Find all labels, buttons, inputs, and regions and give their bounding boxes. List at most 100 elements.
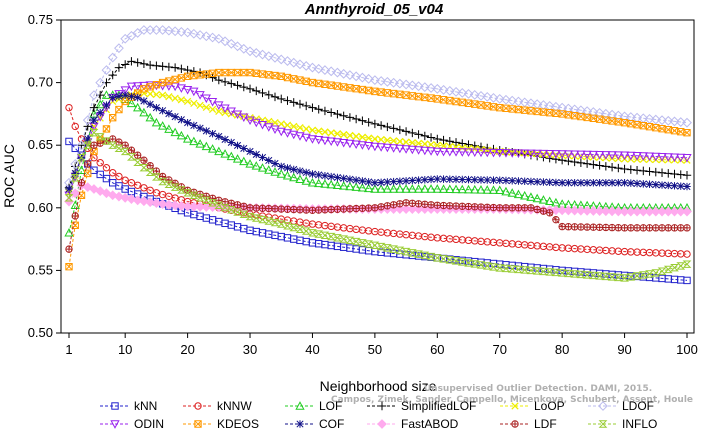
data-point [264,217,274,225]
data-point [376,76,387,86]
data-point [477,176,485,184]
data-point [563,269,573,278]
data-point [575,105,586,116]
data-point [570,223,579,231]
data-point [451,184,461,194]
data-point [182,201,193,212]
data-point [140,85,148,93]
y-tick-label: 0.70 [28,75,53,90]
data-point [377,203,385,211]
data-point [251,118,261,128]
data-point [370,184,380,193]
data-point [682,154,692,163]
data-point [195,91,205,100]
data-point [233,141,242,150]
data-point [226,38,237,49]
data-point [363,183,374,193]
data-point [369,75,380,86]
data-point [626,151,636,161]
x-tick-label: 1 [65,342,72,357]
data-point [339,205,348,213]
data-point [638,271,648,279]
data-point [327,205,335,214]
data-point [432,184,442,193]
data-point [208,105,217,114]
data-point [346,175,354,183]
data-point [102,164,111,172]
data-point [358,204,367,212]
data-point [664,224,672,232]
data-point [582,271,592,279]
data-point [132,195,143,206]
data-point [345,181,355,191]
data-point [333,234,342,242]
data-point [152,90,161,99]
chart-title: Annthyroid_05_v04 [304,1,444,18]
data-point [327,172,335,181]
data-point [139,59,149,69]
data-point [545,178,554,186]
data-point [401,127,411,136]
data-point [83,122,92,131]
data-point [146,100,154,109]
data-point [195,30,205,40]
data-point [382,244,392,252]
data-point [289,223,299,232]
data-point [614,224,623,232]
data-point [433,134,442,144]
data-point [101,188,112,199]
data-point [508,204,516,212]
data-point [95,133,105,141]
data-point [570,270,580,278]
data-point [426,83,436,93]
data-point [82,182,93,193]
data-point [402,177,410,185]
data-point [264,165,274,174]
data-point [414,130,423,139]
data-point [401,145,411,154]
data-point [301,176,311,185]
data-point [414,200,423,208]
data-point [533,205,541,214]
data-point [301,133,311,143]
data-point [620,179,629,187]
data-point [202,70,211,78]
data-point [645,224,654,232]
data-point [127,92,136,101]
data-point [238,43,249,54]
data-point [77,179,86,187]
data-point [563,150,574,159]
data-point [427,201,435,209]
data-point [89,128,99,137]
data-point [489,176,498,184]
data-point [276,220,286,228]
data-point [95,186,106,197]
data-point [308,206,317,214]
data-point [395,246,405,255]
y-axis: 0.50 0.55 0.60 0.65 0.70 0.75 [28,12,61,340]
data-point [146,162,154,170]
data-point [65,137,73,146]
data-point [463,88,474,99]
data-point [194,420,202,428]
data-point [213,33,224,44]
data-point [139,196,149,207]
data-point [251,161,261,170]
data-point [576,150,586,160]
watermark-line-1: Unsupervised Outlier Detection. DAMI, 20… [424,384,652,394]
data-point [245,212,255,221]
data-point [457,258,467,266]
data-point [283,205,292,213]
data-point [495,264,505,272]
data-point [532,149,542,159]
data-point [126,82,137,92]
data-point [595,179,604,187]
data-point [127,153,136,161]
data-point [246,204,254,212]
legend-item-ldof: LDOF [588,399,654,413]
data-point [601,151,611,160]
data-point [270,218,280,227]
data-point [439,135,448,145]
data-point [600,108,611,119]
data-point [408,92,417,100]
